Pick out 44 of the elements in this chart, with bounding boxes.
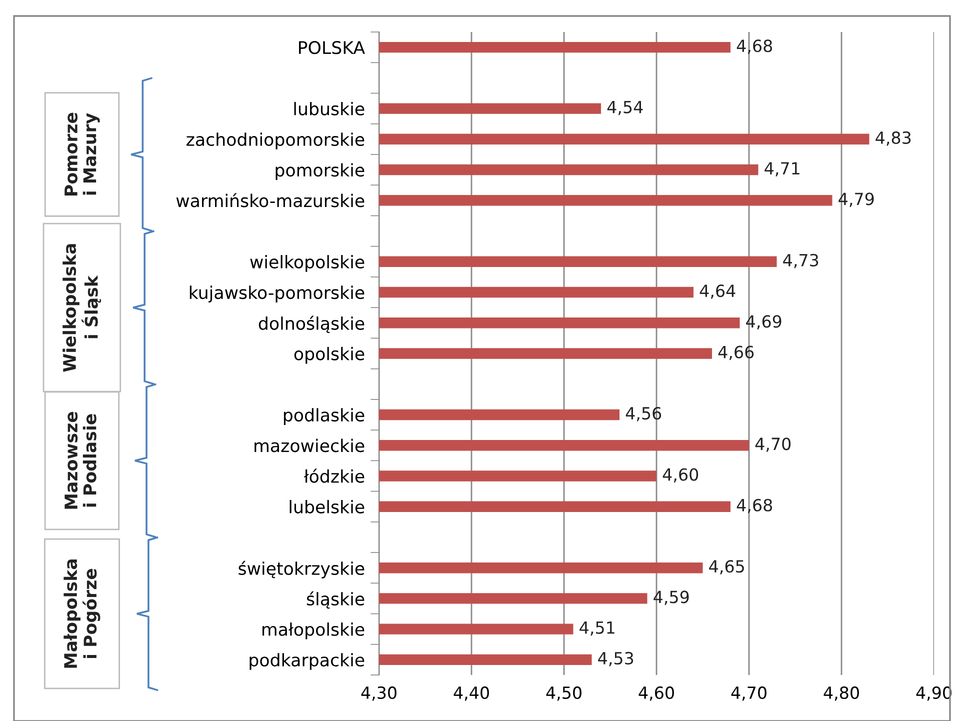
data-label: 4,56 bbox=[626, 406, 662, 422]
data-label: 4,68 bbox=[736, 498, 772, 514]
y-tick-label: lubelskie bbox=[290, 500, 364, 514]
x-tick-label: 4,40 bbox=[454, 686, 489, 701]
text: Mazowsze i Podlasie bbox=[64, 412, 96, 509]
data-label: 4,79 bbox=[838, 192, 874, 207]
x-tick-label: 4,70 bbox=[731, 686, 766, 701]
y-tick-label: świętokrzyskie bbox=[238, 560, 364, 578]
y-tick-label: warmińsko-mazurskie bbox=[176, 193, 364, 208]
data-label: 4,54 bbox=[607, 100, 643, 116]
data-label: 4,53 bbox=[598, 652, 634, 666]
y-tick-label: pomorskie bbox=[276, 163, 364, 180]
y-tick-label: lubuskie bbox=[294, 102, 364, 116]
data-label: 4,51 bbox=[580, 622, 614, 636]
data-label: 4,65 bbox=[709, 560, 744, 574]
data-label: 4,70 bbox=[755, 438, 791, 452]
text: Małopolska i Pogórze bbox=[64, 559, 100, 668]
y-tick-label: podkarpackie bbox=[250, 653, 364, 670]
y-tick-label: dolnośląskie bbox=[258, 316, 364, 334]
y-tick-label: mazowieckie bbox=[254, 438, 364, 452]
data-label: 4,66 bbox=[718, 346, 754, 360]
x-tick-label: 4,80 bbox=[824, 686, 859, 701]
y-tick-label: łódzkie bbox=[304, 468, 364, 483]
data-label: 4,64 bbox=[700, 284, 736, 299]
y-tick-label: małopolskie bbox=[262, 622, 364, 640]
data-label: 4,60 bbox=[662, 468, 698, 483]
y-tick-label: POLSKA bbox=[299, 41, 365, 54]
x-tick-label: 4,50 bbox=[546, 686, 582, 701]
data-label: 4,68 bbox=[736, 40, 772, 54]
text: Wielkopolska i Śląsk bbox=[62, 244, 102, 372]
data-label: 4,69 bbox=[746, 315, 782, 330]
data-label: 4,71 bbox=[764, 162, 800, 176]
data-label: 4,73 bbox=[783, 254, 818, 268]
x-tick-label: 4,60 bbox=[638, 686, 674, 701]
y-tick-label: kujawsko-pomorskie bbox=[190, 286, 364, 302]
text: Pomorze i Mazury bbox=[64, 112, 100, 196]
y-tick-label: opolskie bbox=[294, 346, 364, 364]
y-tick-label: śląskie bbox=[306, 591, 364, 609]
y-tick-label: zachodniopomorskie bbox=[186, 132, 364, 150]
y-tick-label: wielkopolskie bbox=[250, 255, 364, 272]
data-label: 4,59 bbox=[654, 590, 689, 605]
x-tick-label: 4,30 bbox=[361, 686, 396, 701]
data-label: 4,83 bbox=[876, 131, 911, 146]
y-tick-label: podlaskie bbox=[284, 408, 364, 425]
